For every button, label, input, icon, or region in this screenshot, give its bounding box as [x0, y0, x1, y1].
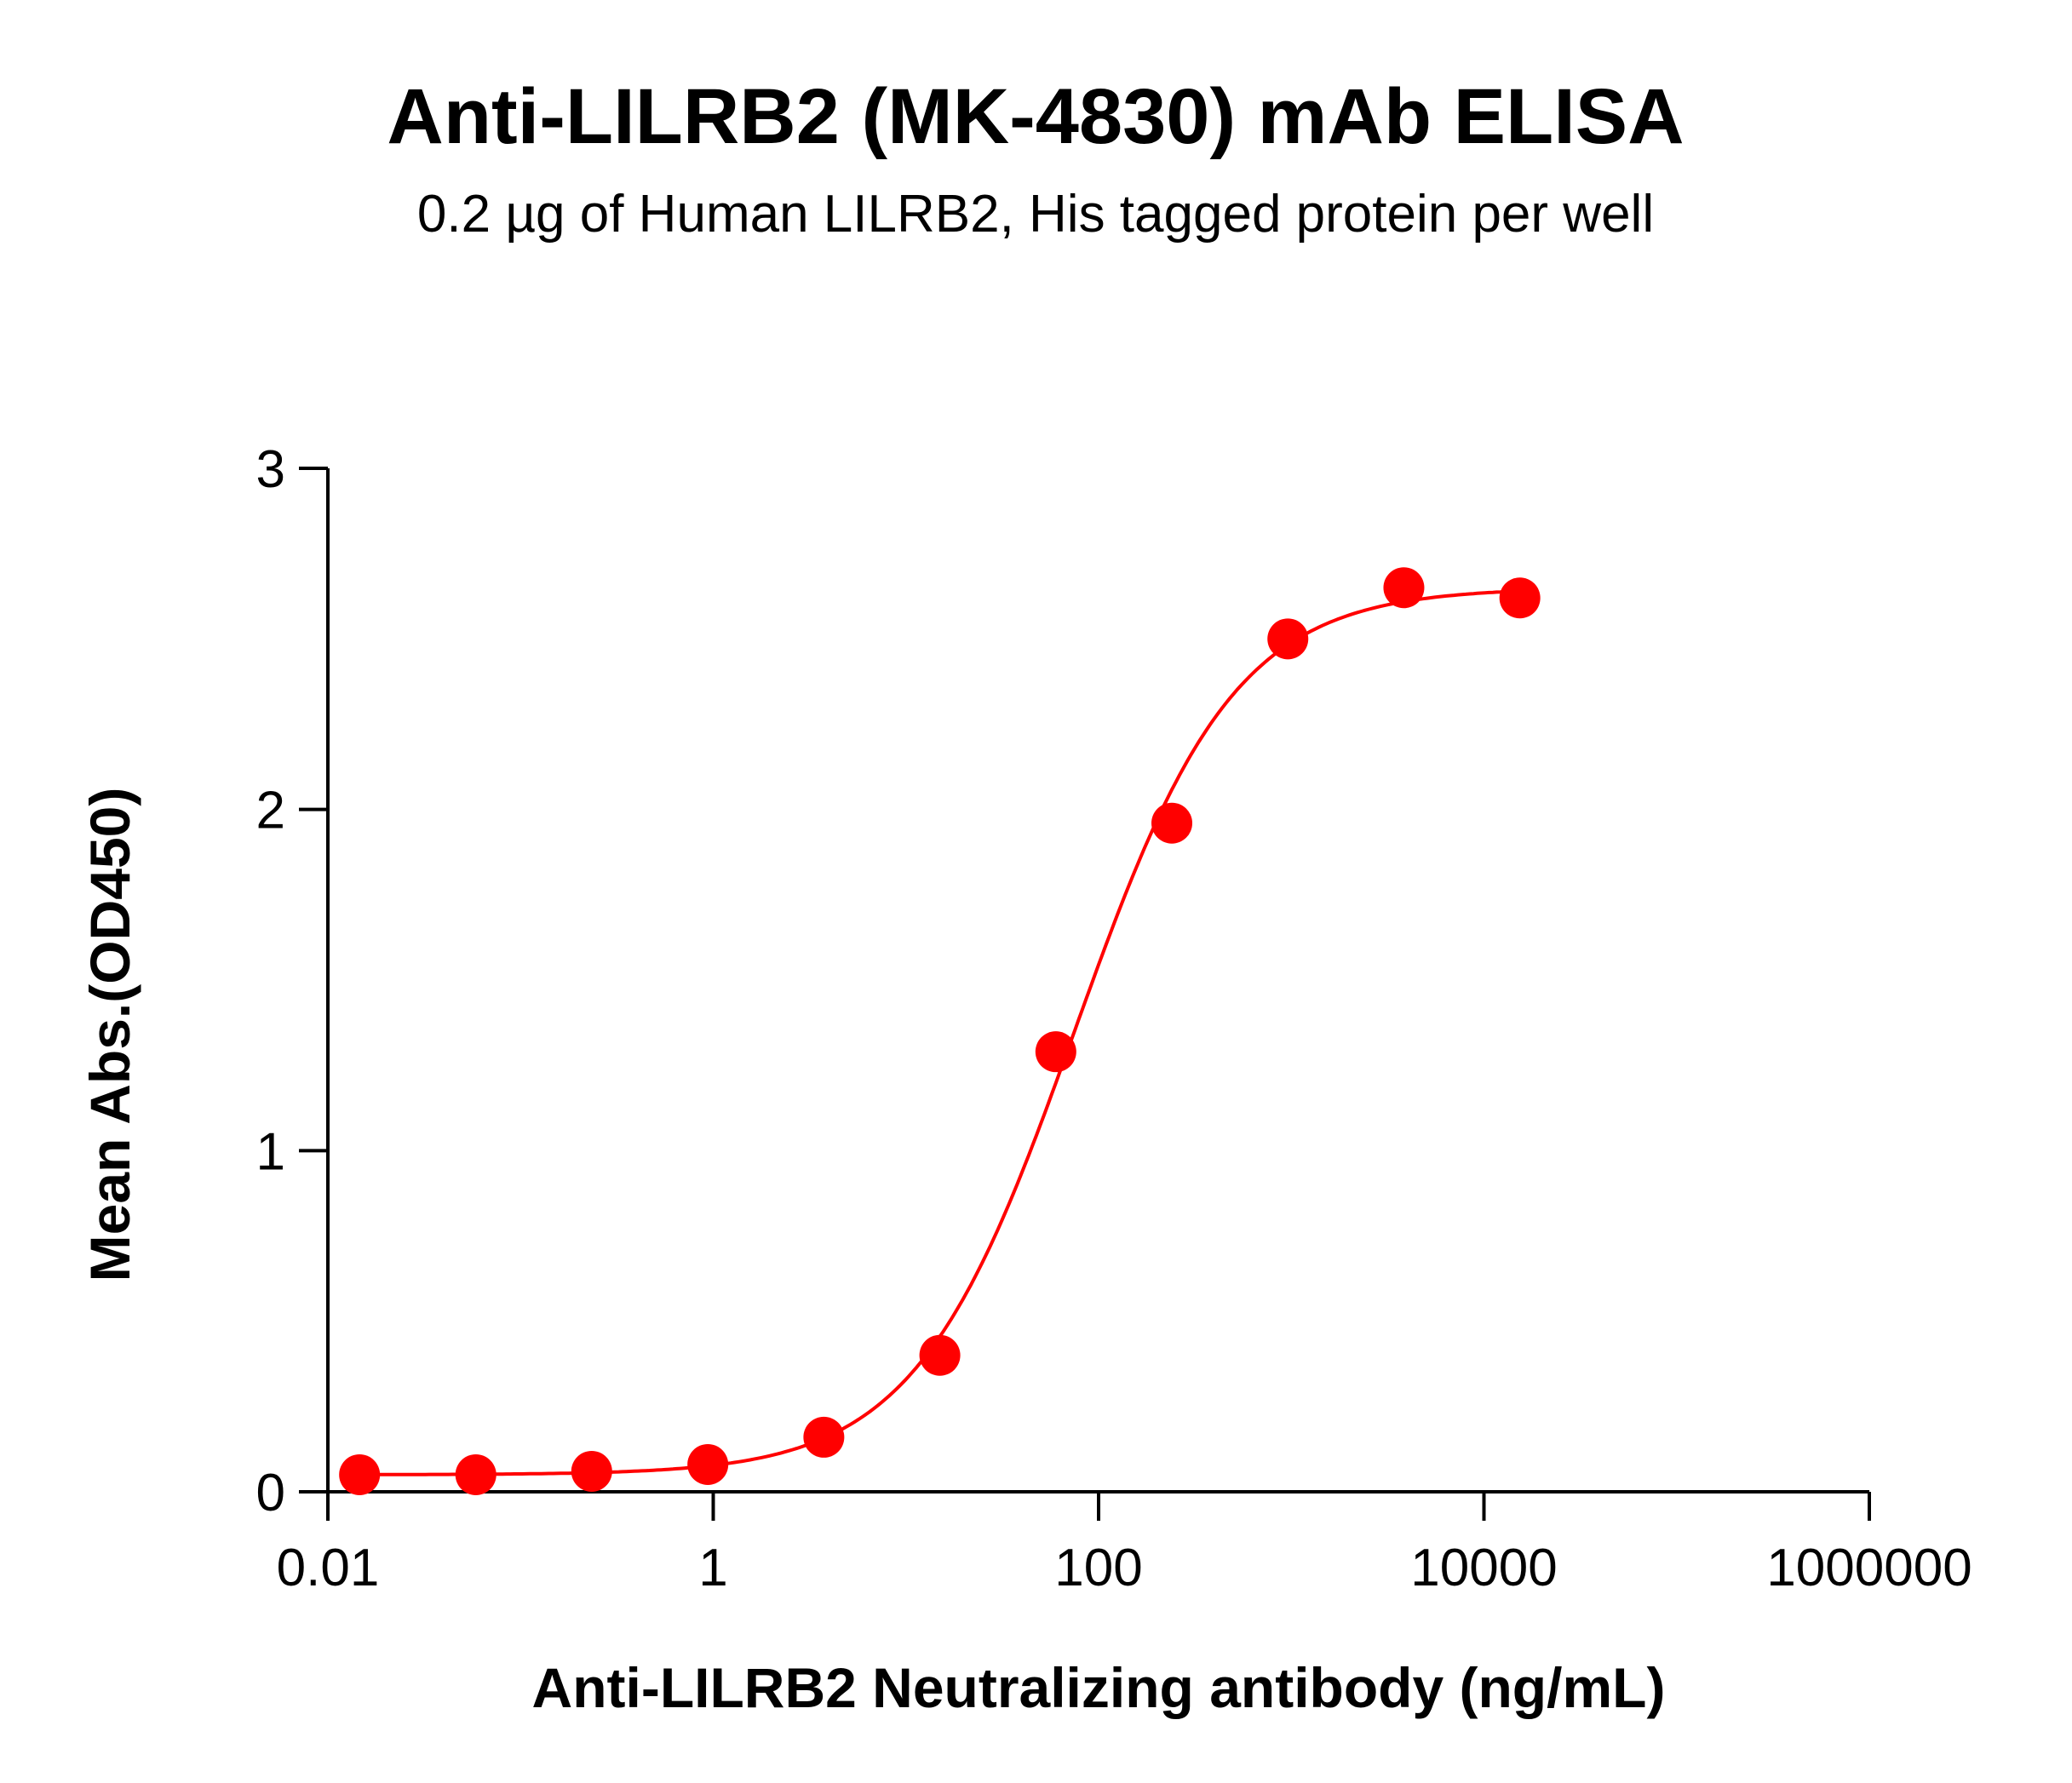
data-point: [1383, 567, 1425, 609]
chart-title: Anti-LILRB2 (MK-4830) mAb ELISA: [387, 73, 1684, 160]
data-point: [687, 1443, 729, 1485]
y-axis-ticks: 0 1 2 3: [256, 440, 328, 1522]
data-point: [1035, 1031, 1076, 1073]
data-point: [919, 1334, 961, 1376]
chart-subtitle: 0.2 µg of Human LILRB2, His tagged prote…: [417, 185, 1654, 244]
x-tick-label: 0.01: [277, 1539, 380, 1597]
x-tick-label: 10000: [1410, 1539, 1557, 1597]
x-tick-label: 100: [1054, 1539, 1142, 1597]
y-axis-label: Mean Abs.(OD450): [78, 788, 141, 1282]
data-point: [455, 1453, 496, 1495]
data-point: [571, 1450, 612, 1492]
x-axis-label: Anti-LILRB2 Neutralizing antibody (ng/mL…: [532, 1656, 1666, 1719]
data-point: [1151, 802, 1193, 844]
x-tick-label: 1: [698, 1539, 727, 1597]
data-point: [1267, 618, 1309, 660]
y-tick-label: 2: [256, 782, 285, 840]
y-tick-label: 1: [256, 1122, 285, 1181]
x-axis-ticks: 0.01 1 100 10000 1000000: [277, 1492, 1972, 1597]
x-tick-label: 1000000: [1766, 1539, 1972, 1597]
data-point: [1499, 577, 1541, 619]
y-tick-label: 3: [256, 440, 285, 499]
data-point: [339, 1453, 381, 1495]
data-points: [339, 567, 1541, 1495]
y-tick-label: 0: [256, 1464, 285, 1522]
data-point: [803, 1416, 845, 1458]
